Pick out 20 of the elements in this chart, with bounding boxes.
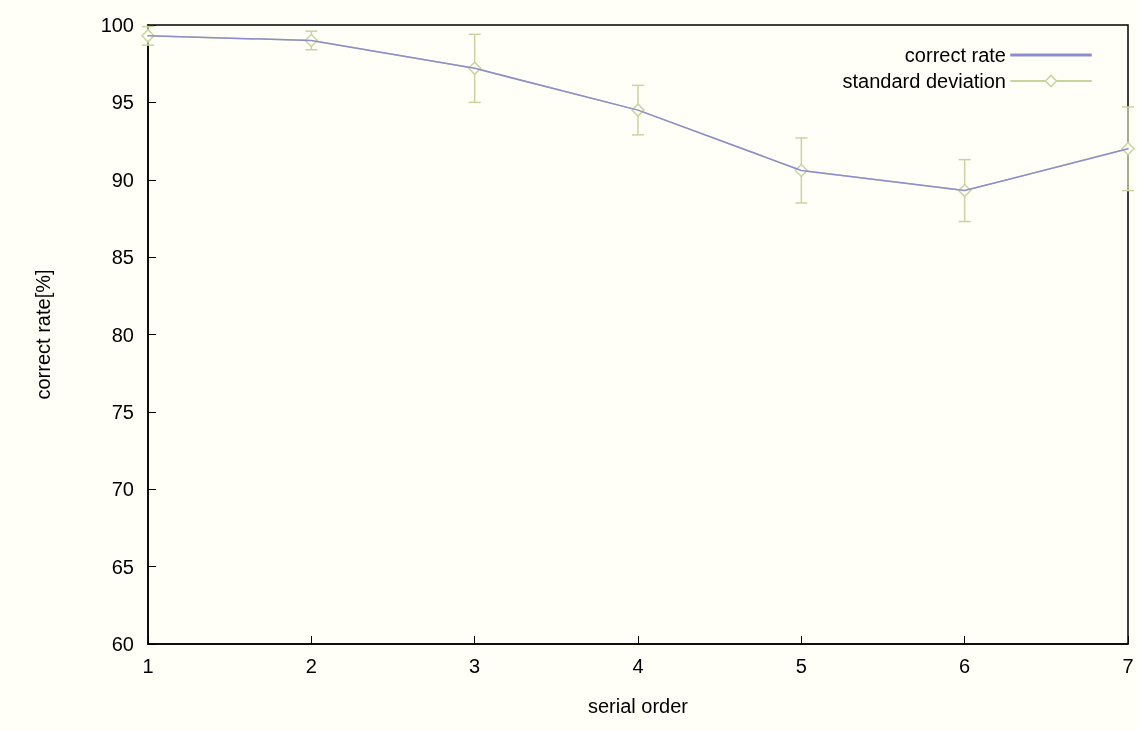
x-tick-label: 4 [632, 655, 644, 677]
y-tick-label: 80 [111, 323, 134, 346]
y-tick-label: 95 [111, 91, 134, 114]
x-tick-label: 5 [795, 655, 807, 677]
x-tick-label: 1 [142, 655, 154, 677]
y-tick-label: 70 [111, 478, 134, 501]
x-tick-label: 2 [305, 655, 317, 677]
x-tick-label: 6 [959, 655, 971, 677]
legend-label: correct rate [904, 44, 1006, 66]
x-tick-label: 7 [1122, 655, 1134, 677]
y-tick-label: 75 [111, 400, 134, 423]
y-tick-label: 85 [111, 246, 134, 269]
x-axis-title: serial order [587, 695, 689, 717]
legend-label: standard deviation [842, 70, 1006, 92]
y-tick-label: 60 [111, 633, 134, 655]
y-tick-label: 100 [100, 14, 134, 36]
y-tick-label: 65 [111, 555, 134, 578]
x-tick-label: 3 [469, 655, 481, 677]
y-tick-label: 90 [111, 168, 134, 191]
y-axis-title: correct rate[%] [32, 269, 54, 400]
